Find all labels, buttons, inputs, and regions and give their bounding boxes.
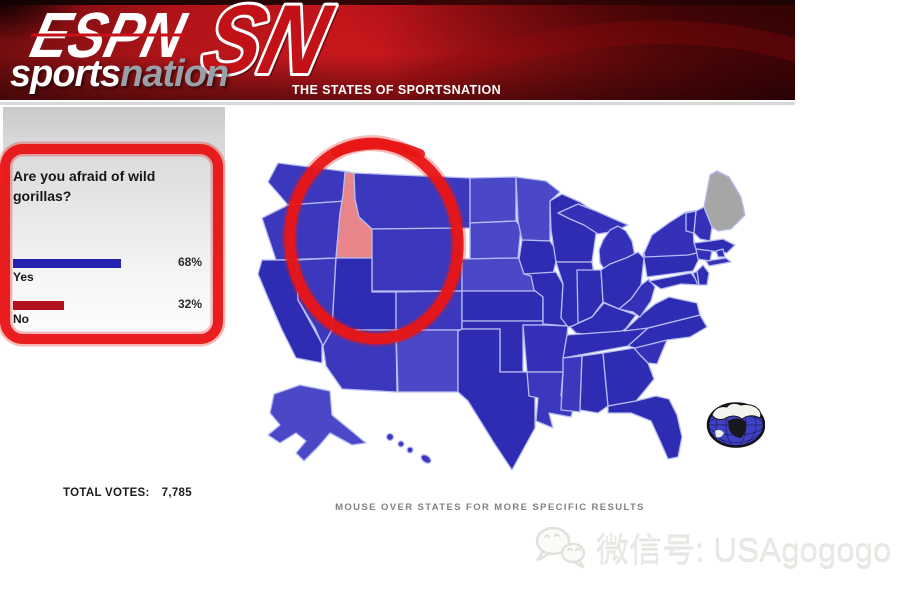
- state-rhode-island[interactable]: [715, 248, 726, 258]
- sportsnation-wordmark: sportsnation: [10, 53, 229, 96]
- poll-percent-no: 32%: [178, 297, 203, 311]
- poll-bar-yes: [13, 259, 121, 268]
- espn-sportsnation-logo: SN SN ESPN: [24, 0, 344, 98]
- us-results-map[interactable]: [255, 120, 765, 480]
- sportsnation-sports: sports: [10, 53, 121, 95]
- state-maryland[interactable]: [648, 272, 701, 290]
- state-arkansas[interactable]: [522, 324, 569, 373]
- state-hawaii-island-2[interactable]: [397, 440, 405, 448]
- poll-panel: Are you afraid of wild gorillas? Yes 68%…: [3, 107, 225, 347]
- state-hawaii-island-3[interactable]: [406, 446, 414, 454]
- poll-bar-no: [13, 301, 64, 310]
- state-north-dakota[interactable]: [469, 176, 517, 224]
- watermark-text: 微信号: USAgogogo: [596, 532, 892, 569]
- poll-option-label-yes: Yes: [13, 270, 34, 284]
- watermark: 微信号: USAgogogo: [534, 524, 891, 572]
- state-montana[interactable]: [353, 172, 471, 230]
- state-south-dakota[interactable]: [469, 220, 522, 260]
- state-new-york-long-island[interactable]: [705, 257, 732, 267]
- espn-banner: SN SN ESPN sportsnation THE STATES OF SP…: [0, 0, 795, 100]
- state-arizona[interactable]: [322, 329, 398, 393]
- state-hawaii-island-4[interactable]: [419, 453, 432, 465]
- state-west-virginia[interactable]: [618, 278, 656, 318]
- state-texas[interactable]: [457, 328, 536, 471]
- state-colorado[interactable]: [395, 290, 463, 331]
- state-mississippi[interactable]: [560, 355, 583, 413]
- banner-top-stripe: [0, 0, 795, 5]
- globe-icon: [706, 402, 765, 448]
- state-connecticut[interactable]: [695, 248, 713, 262]
- total-votes-label: TOTAL VOTES:: [63, 487, 150, 499]
- state-new-jersey[interactable]: [696, 264, 710, 286]
- map-instruction: MOUSE OVER STATES FOR MORE SPECIFIC RESU…: [335, 502, 645, 513]
- state-indiana[interactable]: [576, 269, 604, 324]
- state-hawaii-island-1[interactable]: [385, 432, 395, 442]
- state-washington[interactable]: [267, 162, 351, 206]
- state-wyoming[interactable]: [371, 227, 463, 292]
- states-group[interactable]: [257, 162, 746, 471]
- state-minnesota[interactable]: [515, 176, 561, 242]
- sportsnation-nation: nation: [120, 53, 229, 95]
- wechat-icon: [535, 526, 586, 569]
- state-alabama[interactable]: [579, 352, 609, 414]
- state-iowa[interactable]: [518, 239, 559, 275]
- total-votes-value: 7,785: [161, 487, 192, 499]
- state-new-mexico[interactable]: [395, 329, 459, 393]
- banner-tagline: THE STATES OF SPORTSNATION: [292, 83, 502, 97]
- poll-question: Are you afraid of wild gorillas?: [13, 168, 156, 204]
- total-votes: TOTAL VOTES: 7,785: [63, 487, 192, 499]
- poll-option-label-no: No: [13, 312, 29, 326]
- state-oregon[interactable]: [261, 200, 347, 261]
- state-maine[interactable]: [703, 170, 746, 232]
- state-florida[interactable]: [607, 395, 683, 460]
- banner-separator: [0, 102, 795, 105]
- poll-percent-yes: 68%: [178, 255, 203, 269]
- state-alaska[interactable]: [267, 384, 367, 462]
- state-kansas[interactable]: [461, 290, 544, 322]
